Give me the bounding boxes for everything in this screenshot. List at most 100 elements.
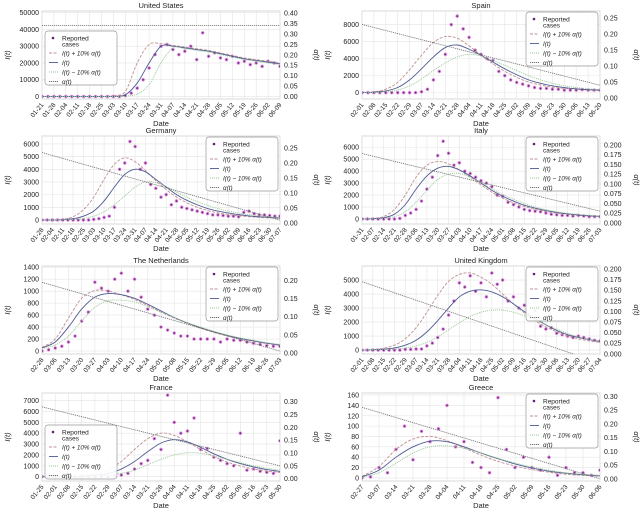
legend-box xyxy=(205,266,279,322)
y-tick-label: 5000 xyxy=(343,278,359,285)
y-tick-label: 50000 xyxy=(20,10,40,17)
series-fit xyxy=(42,168,280,221)
reported-case-point xyxy=(484,294,489,299)
x-tick-label: 05-16 xyxy=(241,483,257,501)
y-tick-label: 3000 xyxy=(343,306,359,313)
reported-case-point xyxy=(66,340,71,344)
legend-minus-10pct: I(t) − 10% α(t) xyxy=(543,433,582,440)
y2-tick-label: 0.25 xyxy=(284,412,298,419)
chart-svg: 01-2802-0402-1102-1802-2503-0303-1003-17… xyxy=(3,126,321,253)
reported-case-point xyxy=(126,289,130,293)
y-tick-label: 80 xyxy=(351,434,359,441)
reported-case-point xyxy=(42,349,44,353)
y-tick-label: 1000 xyxy=(23,205,39,212)
reported-case-point xyxy=(93,280,97,285)
reported-case-point xyxy=(245,468,249,472)
reported-case-point xyxy=(479,280,483,285)
y2-axis-label: α(t) xyxy=(312,431,320,443)
reported-case-point xyxy=(506,200,510,205)
x-tick-label: 06-20 xyxy=(587,101,603,119)
y2-tick-label: 0.075 xyxy=(604,191,622,198)
x-tick-label: 04-25 xyxy=(201,483,217,501)
y-axis-label: I(t) xyxy=(323,432,332,442)
y2-tick-label: 0.100 xyxy=(604,309,622,316)
x-axis-label: Date xyxy=(473,501,489,510)
legend-box xyxy=(525,11,599,67)
x-tick-label: 02-27 xyxy=(349,483,365,501)
series-fit xyxy=(42,44,280,98)
y2-tick-label: 0.175 xyxy=(604,152,622,159)
y-tick-label: 3000 xyxy=(23,442,39,449)
legend-plus-10pct: I(t) + 10% α(t) xyxy=(223,157,262,164)
legend: Reported cases I(t) + 10% α(t) I(t) I(t) − 1… xyxy=(44,424,118,480)
legend-reported: Reported cases xyxy=(543,399,570,412)
reported-case-point xyxy=(462,285,467,289)
series-alpha xyxy=(42,152,280,221)
reported-case-point xyxy=(461,27,465,31)
y2-tick-label: 0.05 xyxy=(284,206,298,213)
reported-case-point xyxy=(132,277,137,282)
reported-case-point xyxy=(112,205,117,210)
y-tick-label: 0 xyxy=(35,217,39,224)
reported-case-point xyxy=(271,471,276,476)
y-tick-label: 120 xyxy=(347,413,359,420)
reported-case-point xyxy=(414,347,418,351)
y-tick-label: 2000 xyxy=(23,192,39,199)
series-fit xyxy=(362,165,600,220)
chart-title: The Netherlands xyxy=(133,256,189,265)
series-minus-10pct xyxy=(362,445,600,478)
chart-panel-united-states: 01-21 01-28 02-04 02-11 02-18 02-25 03-03 03-10… xyxy=(0,0,321,130)
reported-case-point xyxy=(112,277,117,282)
reported-case-point xyxy=(437,69,442,74)
chart-panel-spain: 02-01 02-08 02-15 02-22 02-29 03-07 03-14 03-21… xyxy=(320,0,640,130)
legend-box xyxy=(205,136,279,192)
reported-case-point xyxy=(419,199,424,203)
reported-case-point xyxy=(152,436,157,441)
y-tick-label: 8000 xyxy=(343,22,359,29)
y2-tick-label: 0.10 xyxy=(604,64,618,71)
y-tick-label: 5000 xyxy=(23,420,39,427)
x-axis-label: Date xyxy=(473,244,489,253)
legend-fit: I(t) xyxy=(223,296,231,303)
reported-case-point xyxy=(489,271,494,275)
series-minus-10pct xyxy=(42,181,280,221)
y2-tick-label: 0.15 xyxy=(284,176,298,183)
reported-case-point xyxy=(514,80,519,85)
legend-marker-reported xyxy=(532,17,536,21)
reported-case-point xyxy=(242,59,247,64)
x-tick-label: 01-25 xyxy=(29,483,45,501)
series-fit xyxy=(42,292,280,349)
series-plus-10pct xyxy=(362,435,600,477)
chart-svg: 02-0102-0802-1502-2202-2903-0703-1403-21… xyxy=(323,256,640,383)
reported-case-point xyxy=(278,214,280,218)
reported-case-point xyxy=(457,160,462,165)
y2-tick-label: 0.15 xyxy=(604,435,618,442)
reported-case-point xyxy=(413,90,418,95)
reported-case-point xyxy=(188,44,193,49)
reported-case-point xyxy=(172,331,177,335)
x-tick-label: 02-28 xyxy=(29,356,45,374)
x-tick-label: 05-23 xyxy=(254,483,270,501)
series-minus-10pct xyxy=(362,309,600,351)
x-tick-label: 04-17 xyxy=(122,356,138,374)
reported-case-point xyxy=(555,473,560,478)
reported-case-point xyxy=(520,82,525,86)
reported-case-point xyxy=(425,87,430,92)
y-tick-label: 5000 xyxy=(23,154,39,161)
x-tick-label: 05-30 xyxy=(267,483,283,501)
y-tick-label: 4000 xyxy=(343,56,359,63)
chart-title: Greece xyxy=(469,383,494,392)
legend-box xyxy=(525,136,599,192)
reported-case-point xyxy=(107,214,112,218)
legend-plus-10pct: I(t) + 10% α(t) xyxy=(543,414,582,421)
y2-axis-label: α(t) xyxy=(632,304,640,316)
x-tick-label: 02-29 xyxy=(96,483,112,501)
reported-case-point xyxy=(165,393,170,398)
y2-tick-label: 0.025 xyxy=(604,341,622,348)
legend-alpha: α(t) xyxy=(223,315,233,322)
reported-case-point xyxy=(73,334,77,338)
y2-tick-label: 0.20 xyxy=(604,421,618,428)
legend-fit: I(t) xyxy=(543,41,551,48)
legend-plus-10pct: I(t) + 10% α(t) xyxy=(62,445,101,452)
reported-case-point xyxy=(430,175,435,179)
